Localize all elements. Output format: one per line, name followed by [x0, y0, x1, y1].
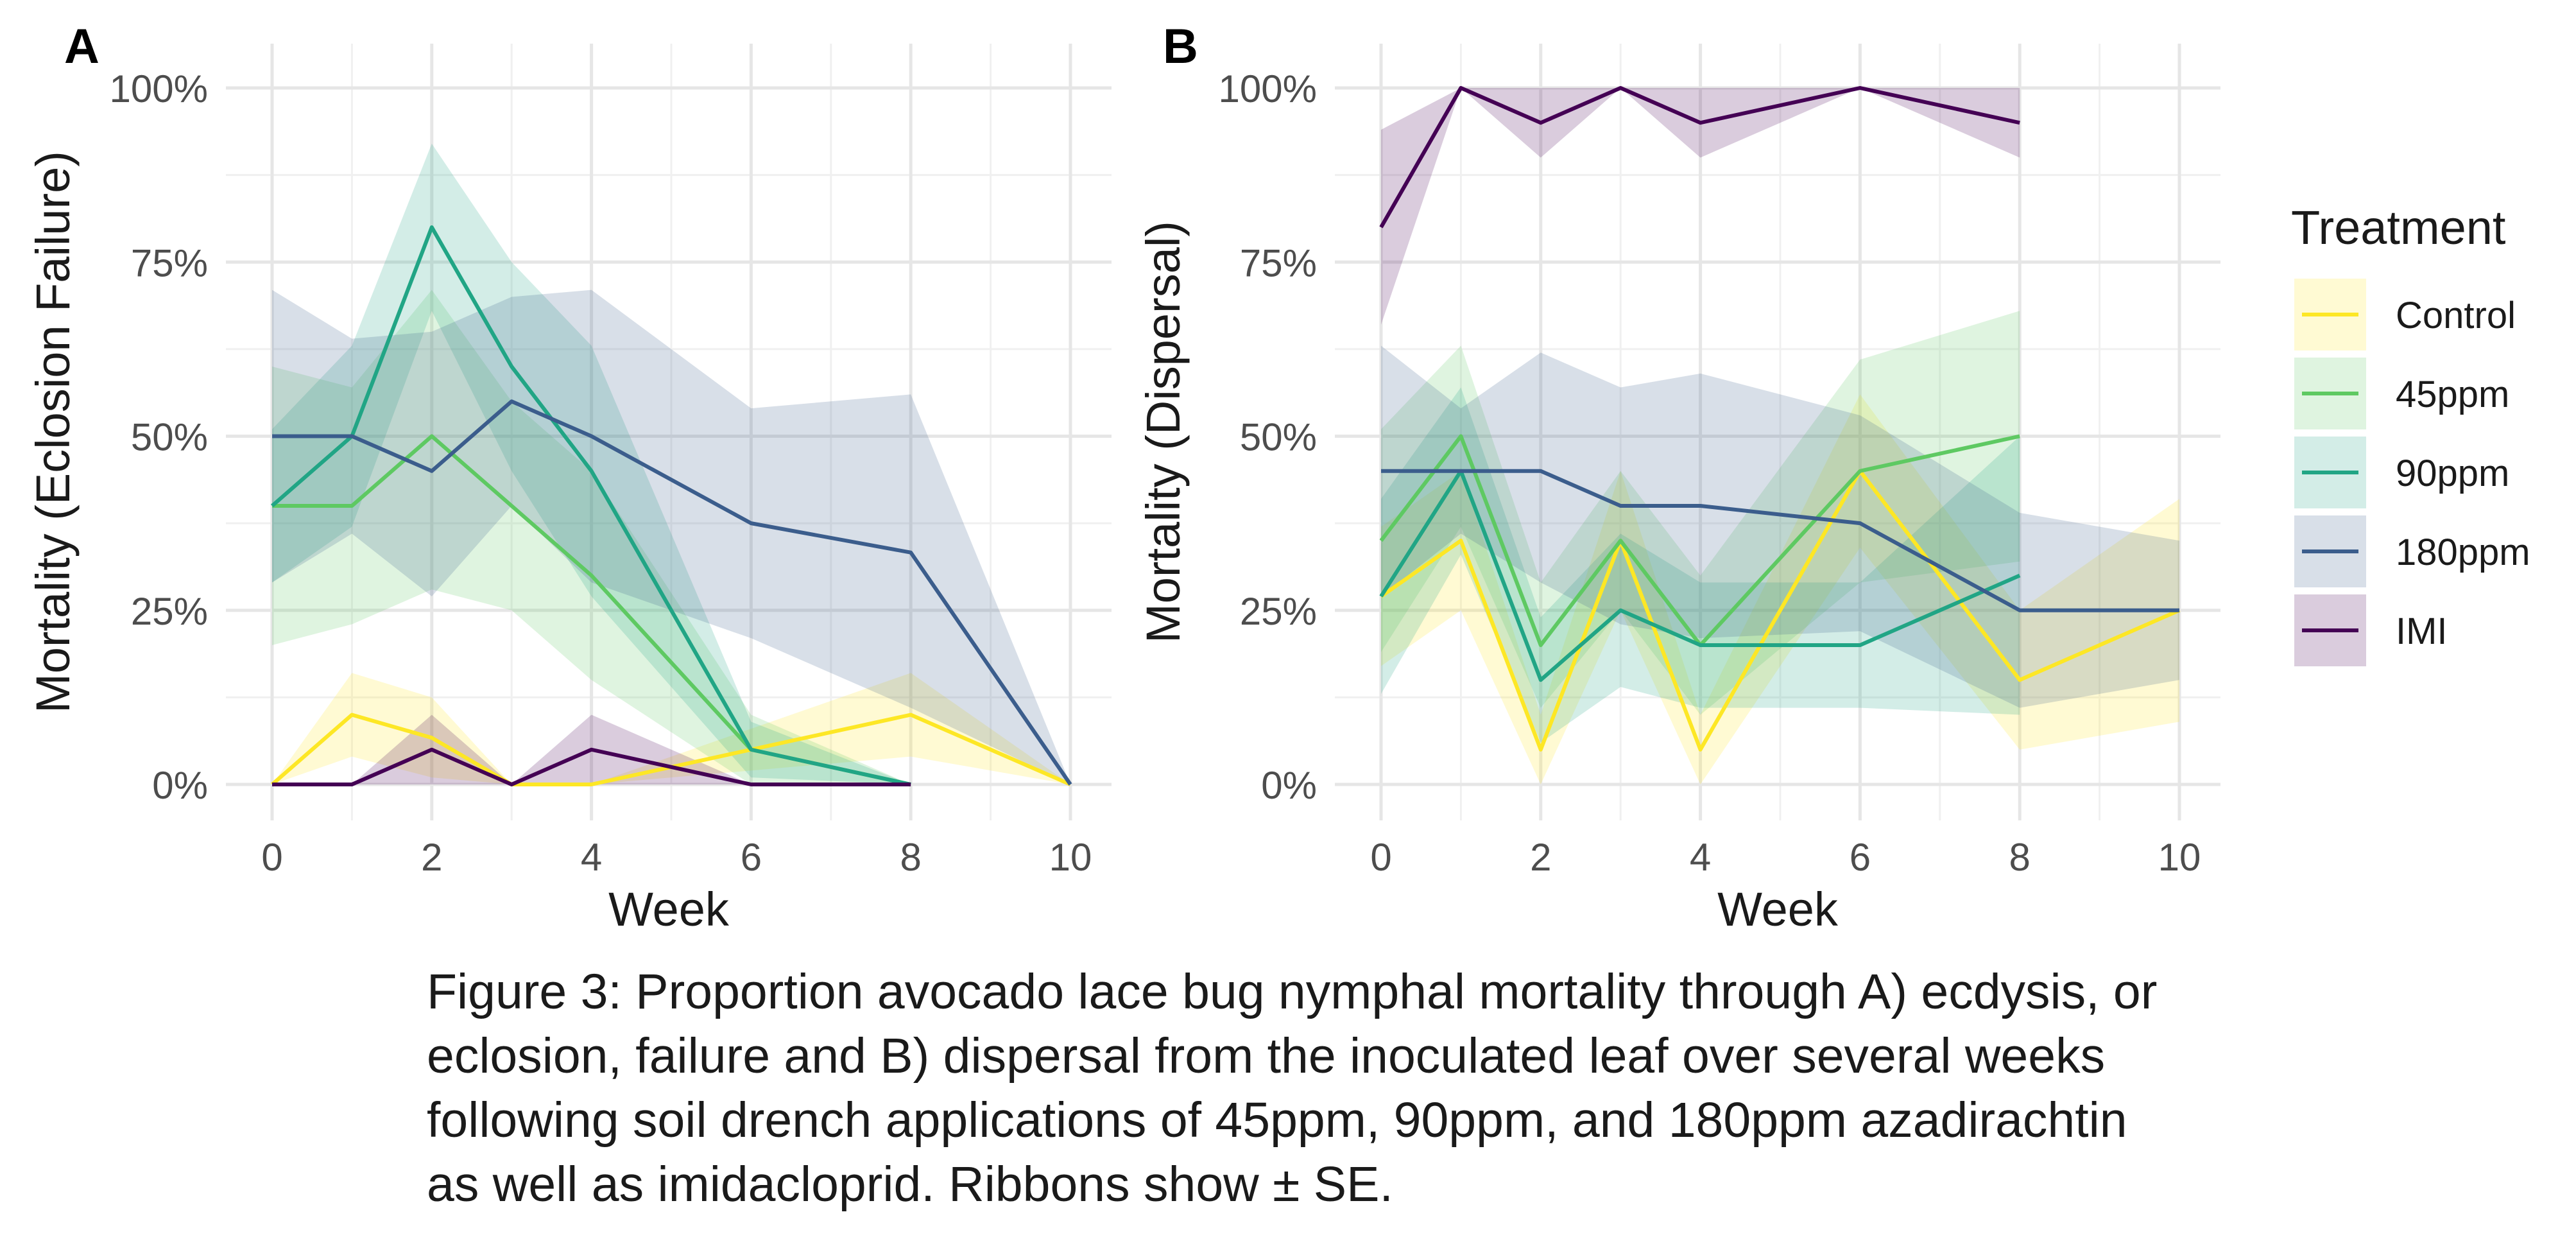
legend-label: 90ppm — [2396, 453, 2509, 494]
x-axis-title: Week — [608, 883, 730, 936]
legend: Treatment Control 45ppm 90ppm 180ppm IMI — [2291, 201, 2530, 666]
ribbon-control — [272, 673, 1070, 784]
series-line-45ppm — [1379, 434, 2020, 647]
y-tick-label: 50% — [131, 416, 208, 459]
x-tick-label: 6 — [741, 836, 762, 879]
ribbon-45ppm — [272, 290, 911, 784]
y-axis-title: Mortality (Eclosion Failure) — [26, 151, 80, 713]
x-tick-label: 8 — [900, 836, 922, 879]
ribbon-90ppm — [1381, 387, 2020, 743]
legend-key-imi: IMI — [2294, 594, 2448, 666]
x-tick-label: 10 — [1049, 836, 1092, 879]
ribbon-180ppm — [272, 290, 1070, 784]
series-line-180ppm — [1381, 469, 2179, 612]
figure-caption: Figure 3: Proportion avocado lace bug ny… — [427, 964, 2158, 1212]
x-tick-label: 0 — [261, 836, 282, 879]
y-tick-label: 0% — [1261, 764, 1317, 807]
y-tick-label: 75% — [131, 241, 208, 284]
x-tick-label: 8 — [2009, 836, 2031, 879]
ribbon-control — [1381, 394, 2179, 784]
legend-label: 180ppm — [2396, 532, 2530, 573]
x-axis-title: Week — [1717, 883, 1839, 936]
legend-label: IMI — [2396, 610, 2448, 652]
legend-key-control: Control — [2294, 279, 2516, 350]
ribbon-imi — [1381, 88, 2020, 325]
y-tick-label: 25% — [1240, 590, 1317, 633]
series-line-180ppm — [272, 399, 1072, 786]
x-tick-label: 0 — [1370, 836, 1391, 879]
y-tick-label: 100% — [110, 67, 208, 110]
y-tick-label: 75% — [1240, 241, 1317, 284]
panel-label: B — [1163, 19, 1198, 74]
series-line-control — [1380, 469, 2181, 752]
ribbon-180ppm — [1381, 345, 2179, 708]
y-axis-title: Mortality (Dispersal) — [1137, 221, 1190, 643]
y-tick-label: 50% — [1240, 416, 1317, 459]
series-line-imi — [1379, 86, 2020, 229]
panel-a: 0% 25% 50% 75% 100% 0 2 4 6 8 10 Week Mortality (Ecl… — [26, 19, 1112, 936]
ribbon-45ppm — [1381, 311, 2020, 715]
ribbon-90ppm — [272, 143, 911, 785]
legend-label: 45ppm — [2396, 374, 2509, 415]
panel-b: 0% 25% 50% 75% 100% 0 2 4 6 8 10 Week Mortality (Dis… — [1137, 19, 2220, 936]
y-tick-label: 25% — [131, 590, 208, 633]
legend-key-180ppm: 180ppm — [2294, 515, 2530, 587]
legend-key-45ppm: 45ppm — [2294, 358, 2509, 429]
panel-label: A — [64, 19, 99, 74]
y-tick-label: 0% — [152, 764, 208, 807]
x-tick-label: 10 — [2158, 836, 2201, 879]
x-tick-label: 4 — [581, 836, 602, 879]
y-tick-label: 100% — [1219, 67, 1317, 110]
x-tick-label: 2 — [421, 836, 442, 879]
legend-label: Control — [2396, 295, 2516, 336]
x-tick-label: 4 — [1690, 836, 1711, 879]
legend-title: Treatment — [2291, 201, 2506, 254]
x-tick-label: 6 — [1850, 836, 1871, 879]
x-tick-label: 2 — [1530, 836, 1551, 879]
series-line-imi — [272, 747, 911, 786]
legend-key-90ppm: 90ppm — [2294, 437, 2509, 508]
